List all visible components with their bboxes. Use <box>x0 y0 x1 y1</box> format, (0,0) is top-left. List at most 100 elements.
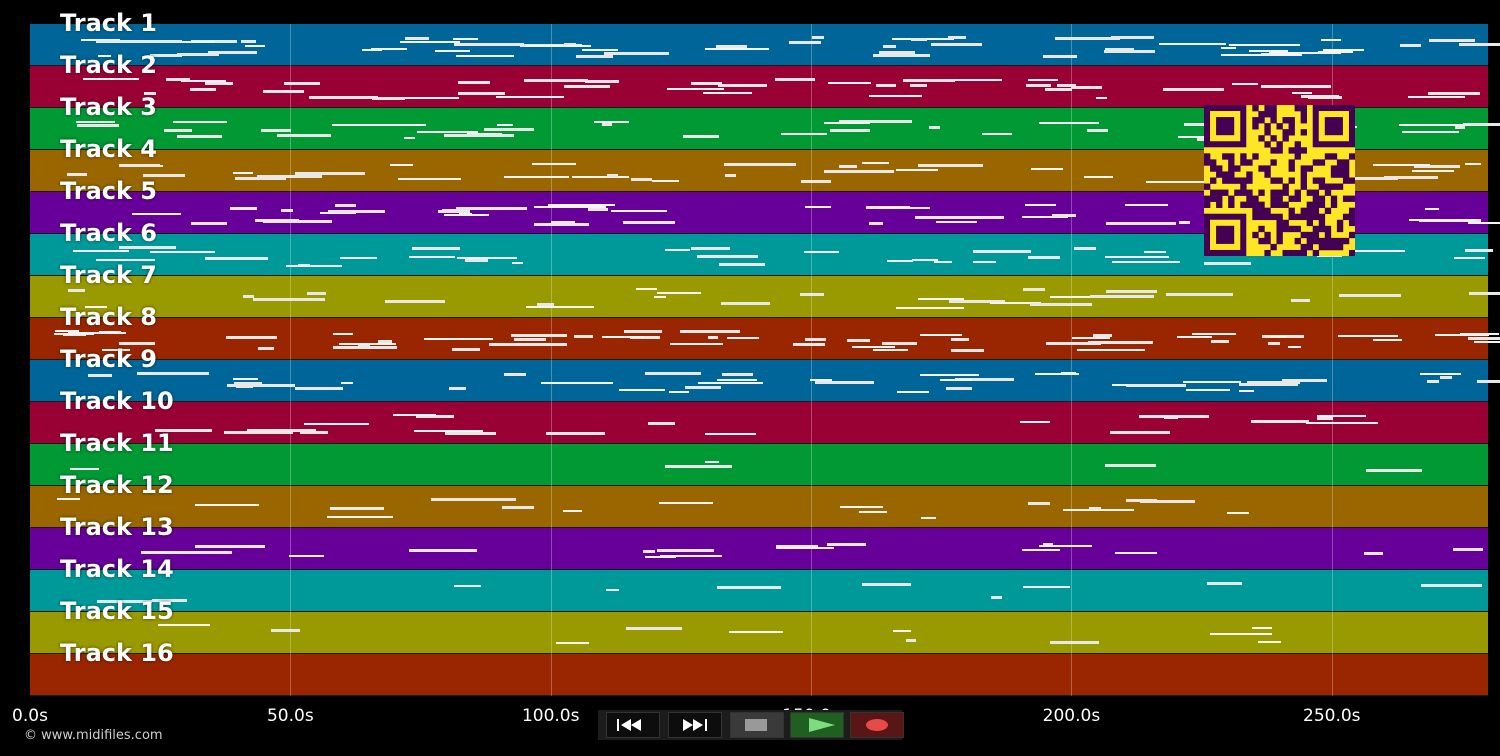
midi-note <box>76 121 115 123</box>
midi-note <box>1083 176 1113 178</box>
midi-note <box>223 431 293 434</box>
midi-note <box>455 55 514 57</box>
midi-note <box>895 169 939 171</box>
stop-button[interactable] <box>730 712 784 738</box>
midi-note <box>858 511 888 513</box>
midi-note <box>1316 417 1333 420</box>
midi-note <box>1468 337 1500 340</box>
midi-note <box>582 49 618 51</box>
midi-note <box>571 176 629 178</box>
midi-note <box>131 213 181 215</box>
midi-note <box>496 96 565 98</box>
midi-note <box>511 262 524 264</box>
midi-note <box>453 38 479 40</box>
midi-note <box>1439 376 1452 379</box>
midi-note <box>226 384 295 387</box>
midi-note <box>1322 49 1365 51</box>
track-lane-15[interactable]: Track 15 <box>30 597 1488 654</box>
midi-note <box>260 129 292 132</box>
midi-note <box>1115 552 1157 554</box>
midi-note <box>584 80 620 83</box>
midi-note <box>716 379 758 381</box>
midi-note <box>827 82 871 84</box>
midi-note <box>950 338 970 341</box>
midi-note <box>1111 36 1155 39</box>
midi-note <box>403 97 460 99</box>
midi-note <box>1176 336 1212 338</box>
record-button[interactable] <box>850 712 904 738</box>
midi-note <box>1227 512 1250 514</box>
midi-note <box>881 342 917 345</box>
midi-note <box>1261 85 1331 88</box>
midi-note <box>1022 549 1060 551</box>
midi-note <box>70 468 100 470</box>
track-lane-10[interactable]: Track 10 <box>30 387 1488 444</box>
midi-note <box>417 131 478 133</box>
midi-note <box>717 586 781 589</box>
midi-note <box>799 293 824 296</box>
track-lane-16[interactable]: Track 16 <box>30 639 1488 696</box>
midi-note <box>622 221 676 224</box>
time-tick-label: 50.0s <box>266 706 314 726</box>
track-lane-14[interactable]: Track 14 <box>30 555 1488 612</box>
fast-forward-button[interactable] <box>668 712 722 738</box>
stop-icon <box>745 719 767 731</box>
track-lane-8[interactable]: Track 8 <box>30 303 1500 360</box>
midi-note <box>1452 548 1484 551</box>
midi-note <box>403 137 415 139</box>
midi-note <box>362 49 383 51</box>
midi-note <box>1421 584 1482 587</box>
track-lane-11[interactable]: Track 11 <box>30 429 1488 486</box>
midi-note <box>189 88 216 91</box>
midi-note <box>295 387 344 390</box>
midi-note <box>705 461 719 463</box>
midi-note <box>873 54 930 57</box>
track-label: Track 6 <box>60 219 158 247</box>
midi-note <box>96 600 153 603</box>
midi-note <box>452 348 480 351</box>
midi-note <box>814 381 875 384</box>
midi-note <box>257 175 323 178</box>
track-lane-2[interactable]: Track 2 <box>30 51 1488 108</box>
midi-note <box>263 90 305 93</box>
midi-note <box>847 339 870 342</box>
midi-note <box>720 302 770 305</box>
midi-note <box>551 221 576 224</box>
track-lane-13[interactable]: Track 13 <box>30 513 1488 570</box>
track-label: Track 11 <box>60 429 174 457</box>
rewind-button[interactable] <box>606 712 660 738</box>
midi-note <box>333 333 354 335</box>
midi-note <box>1364 552 1383 555</box>
grid-line <box>550 24 552 696</box>
midi-note <box>434 50 470 52</box>
midi-note <box>457 92 505 95</box>
track-lane-12[interactable]: Track 12 <box>30 471 1488 528</box>
midi-note <box>245 45 266 47</box>
play-button[interactable] <box>790 712 844 738</box>
midi-note <box>1104 256 1169 258</box>
midi-note <box>170 372 209 375</box>
midi-note <box>1329 177 1398 180</box>
track-lane-1[interactable]: Track 1 <box>30 9 1500 66</box>
midi-note <box>656 292 702 294</box>
midi-note <box>1409 219 1475 221</box>
midi-note <box>1291 299 1311 302</box>
midi-note <box>1318 51 1354 53</box>
midi-note <box>1029 303 1093 306</box>
midi-note <box>990 302 1042 304</box>
midi-note <box>415 415 454 418</box>
midi-note <box>912 259 938 261</box>
midi-note <box>1306 422 1379 424</box>
midi-note <box>1269 52 1342 54</box>
midi-note <box>271 629 300 632</box>
track-lane-7[interactable]: Track 7 <box>30 261 1500 318</box>
track-lane-9[interactable]: Track 9 <box>30 345 1500 402</box>
midi-note <box>1027 502 1050 505</box>
midi-note <box>384 300 446 303</box>
midi-note <box>603 52 669 55</box>
track-lane-6[interactable]: Track 6 <box>30 219 1494 276</box>
midi-note <box>1076 349 1145 351</box>
midi-note <box>660 555 723 557</box>
midi-note <box>1038 545 1093 547</box>
midi-note <box>1321 39 1342 41</box>
